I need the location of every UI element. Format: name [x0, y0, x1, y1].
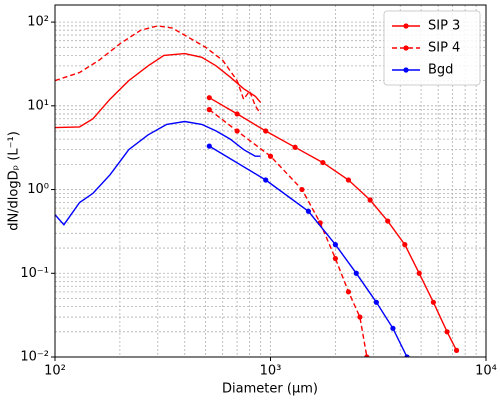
spectrum-line	[55, 25, 262, 115]
point	[364, 354, 370, 357]
y-tick-label: 10²	[27, 15, 49, 30]
point	[234, 128, 240, 134]
spectrum-line	[55, 120, 261, 226]
legend-label: SIP 3	[428, 19, 460, 34]
fit-line	[208, 145, 408, 357]
legend-marker	[403, 23, 409, 29]
point	[206, 143, 212, 149]
spectrum-line	[55, 52, 262, 129]
point	[332, 242, 338, 248]
point	[206, 95, 212, 101]
legend-marker	[403, 45, 409, 51]
point	[305, 208, 312, 214]
legend-label: Bgd	[428, 63, 453, 78]
legend-box	[383, 10, 481, 86]
point	[263, 177, 269, 183]
point	[267, 153, 274, 159]
y-tick-label: 10⁰	[27, 182, 49, 197]
y-tick-label: 10⁻¹	[20, 266, 49, 281]
x-tick-label: 10²	[44, 364, 66, 379]
legend-label: SIP 4	[428, 41, 460, 56]
point	[292, 144, 298, 150]
point	[206, 107, 212, 113]
point	[234, 111, 240, 117]
point	[385, 218, 391, 224]
point	[320, 159, 326, 166]
y-tick-label: 10⁻²	[20, 350, 49, 365]
point	[404, 354, 410, 357]
legend-marker	[403, 67, 409, 73]
x-tick-label: 10⁴	[475, 364, 497, 379]
point	[390, 325, 396, 331]
point	[345, 177, 352, 183]
point	[299, 186, 305, 193]
point	[345, 289, 352, 295]
point	[453, 347, 460, 353]
point	[402, 242, 408, 248]
point	[367, 197, 373, 203]
point	[357, 314, 363, 320]
point	[430, 299, 436, 305]
point	[444, 329, 450, 335]
x-axis-label: Diameter (µm)	[222, 382, 318, 397]
point	[416, 270, 422, 276]
y-axis-label: dN/dlogDₚ (L⁻¹)	[7, 131, 22, 231]
y-tick-label: 10¹	[27, 98, 49, 113]
point	[332, 255, 338, 262]
x-tick-label: 10³	[260, 364, 282, 379]
point	[373, 299, 379, 305]
point	[263, 128, 269, 134]
point	[353, 270, 359, 276]
